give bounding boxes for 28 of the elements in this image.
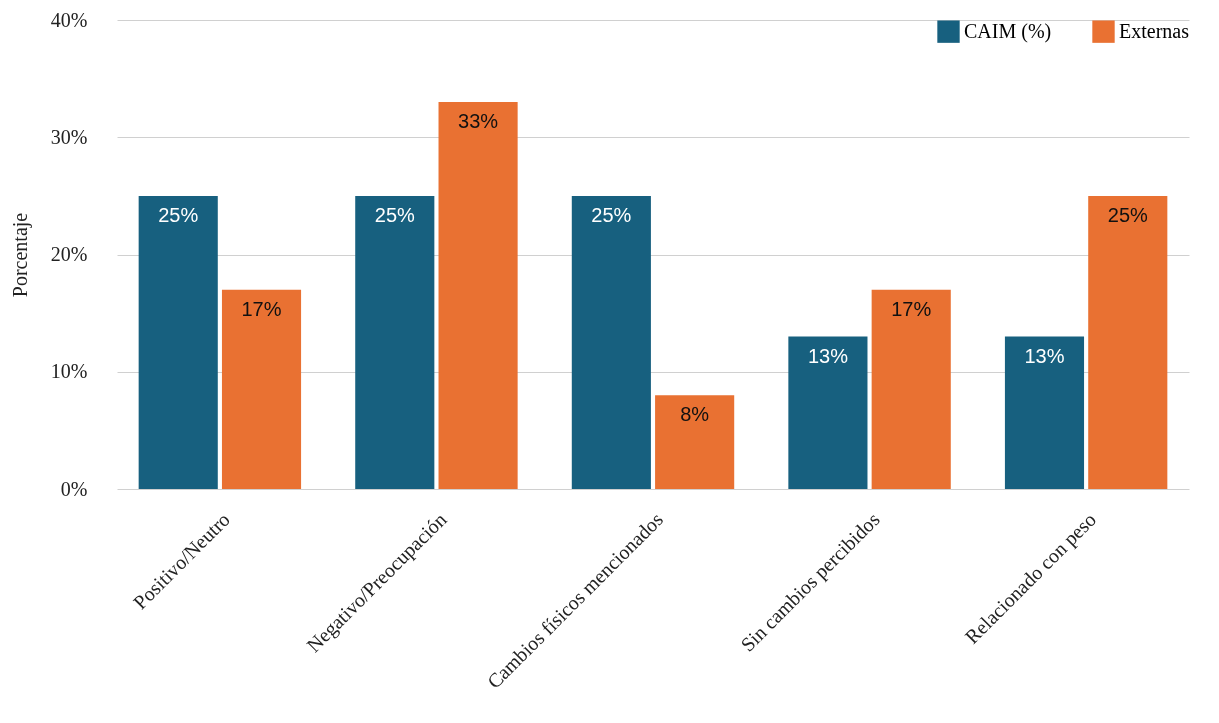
y-tick-label: 10% — [50, 360, 88, 383]
y-tick-label: 20% — [50, 243, 88, 265]
data-label: 13% — [807, 344, 849, 367]
bar — [788, 336, 868, 489]
y-tick-label: 0% — [60, 477, 88, 500]
bar — [355, 195, 435, 489]
data-label: 25% — [1107, 203, 1149, 226]
data-label: 25% — [591, 203, 632, 226]
bar — [438, 102, 518, 489]
bar — [138, 195, 218, 489]
bar — [221, 289, 302, 489]
bar — [1088, 195, 1168, 489]
bar — [871, 289, 951, 489]
data-label: 17% — [891, 297, 932, 320]
data-label: 25% — [158, 203, 199, 226]
data-label: 8% — [680, 403, 710, 426]
data-label: 17% — [241, 297, 282, 320]
y-axis-title: Porcentaje — [8, 212, 32, 298]
bar — [571, 195, 651, 489]
data-label: 25% — [374, 203, 416, 226]
bar — [655, 395, 735, 489]
bar — [1004, 336, 1085, 489]
legend-label: Externas — [1119, 19, 1190, 42]
y-tick-label: 30% — [50, 125, 88, 148]
data-label: 13% — [1024, 344, 1065, 367]
data-label: 33% — [458, 110, 499, 133]
y-tick-label: 40% — [50, 8, 88, 31]
legend-label: CAIM (%) — [964, 19, 1052, 43]
